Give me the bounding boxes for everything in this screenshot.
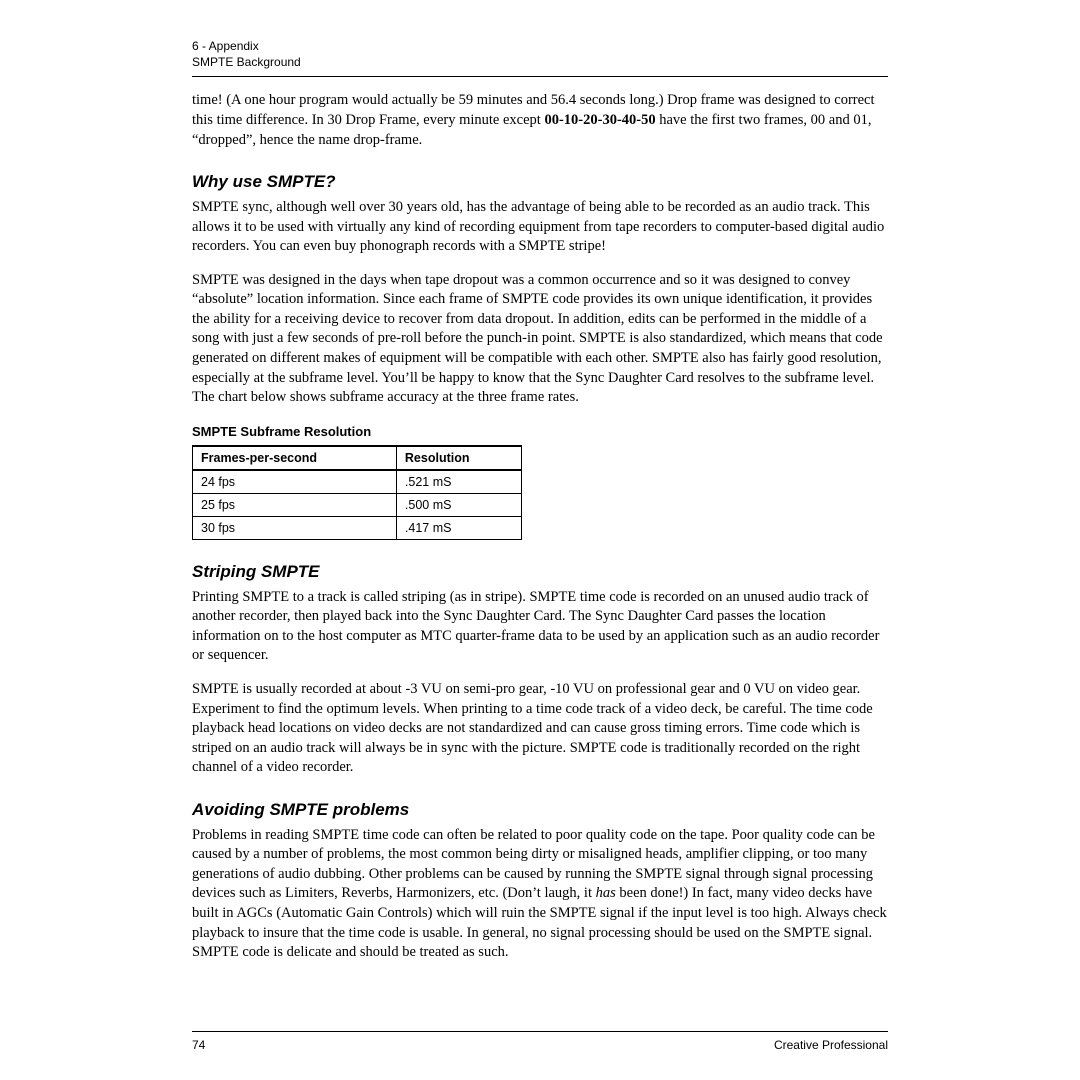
table-col-fps: Frames-per-second (193, 446, 397, 470)
heading-why-use-smpte: Why use SMPTE? (192, 172, 888, 192)
intro-bold: 00-10-20-30-40-50 (544, 112, 655, 128)
cell-fps: 30 fps (193, 516, 397, 539)
cell-fps: 25 fps (193, 493, 397, 516)
footer-rule (192, 1031, 888, 1032)
subframe-resolution-table: Frames-per-second Resolution 24 fps .521… (192, 445, 522, 540)
page-number: 74 (192, 1038, 205, 1052)
table-header-row: Frames-per-second Resolution (193, 446, 522, 470)
table-row: 25 fps .500 mS (193, 493, 522, 516)
table-title: SMPTE Subframe Resolution (192, 424, 888, 439)
avoid-italic: has (596, 885, 616, 901)
header-rule (192, 76, 888, 77)
page: 6 - Appendix SMPTE Background time! (A o… (0, 0, 1080, 1080)
striping-p2: SMPTE is usually recorded at about -3 VU… (192, 680, 888, 778)
why-p2: SMPTE was designed in the days when tape… (192, 271, 888, 408)
header-line-1: 6 - Appendix (192, 38, 888, 54)
cell-res: .500 mS (396, 493, 521, 516)
heading-avoiding-smpte-problems: Avoiding SMPTE problems (192, 800, 888, 820)
table-row: 24 fps .521 mS (193, 470, 522, 494)
avoid-p1: Problems in reading SMPTE time code can … (192, 826, 888, 963)
cell-fps: 24 fps (193, 470, 397, 494)
striping-p1: Printing SMPTE to a track is called stri… (192, 588, 888, 666)
cell-res: .521 mS (396, 470, 521, 494)
heading-striping-smpte: Striping SMPTE (192, 562, 888, 582)
running-header: 6 - Appendix SMPTE Background (192, 38, 888, 70)
table-col-res: Resolution (396, 446, 521, 470)
why-p1: SMPTE sync, although well over 30 years … (192, 198, 888, 257)
intro-paragraph: time! (A one hour program would actually… (192, 91, 888, 150)
table-row: 30 fps .417 mS (193, 516, 522, 539)
footer-right-text: Creative Professional (774, 1038, 888, 1052)
footer: 74 Creative Professional (192, 1031, 888, 1052)
header-line-2: SMPTE Background (192, 54, 888, 70)
cell-res: .417 mS (396, 516, 521, 539)
